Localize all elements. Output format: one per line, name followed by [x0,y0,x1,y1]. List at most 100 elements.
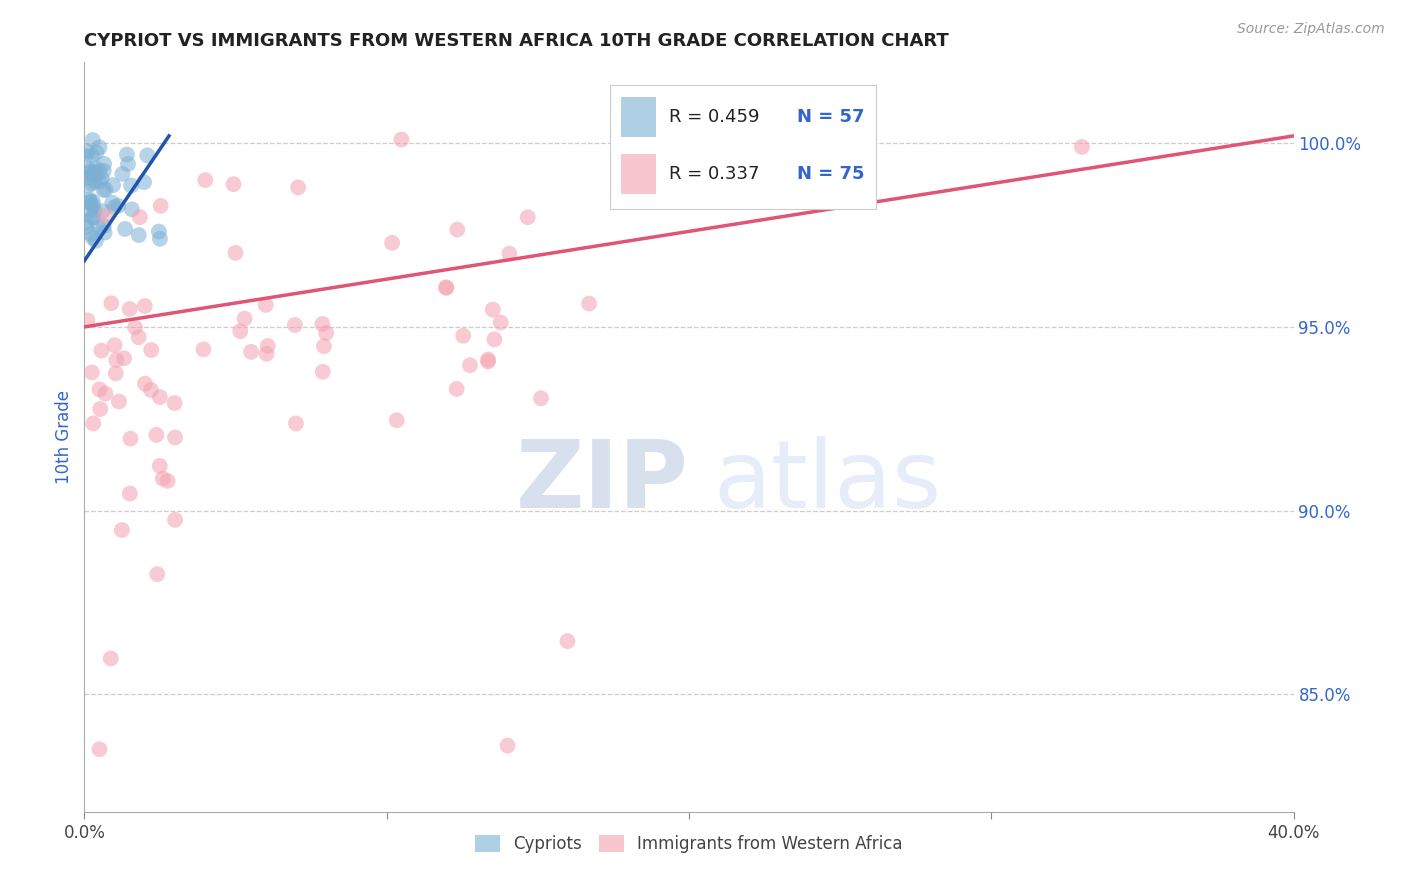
Point [93,157,115,171]
Point [104,200,127,214]
Point [254,298,277,312]
Point [121,202,143,217]
Point [75,215,97,229]
Text: atlas: atlas [713,436,942,528]
Point [1071,140,1094,154]
Point [120,432,142,446]
Point [222,177,245,191]
Text: CYPRIOT VS IMMIGRANTS FROM WESTERN AFRICA 10TH GRADE CORRELATION CHART: CYPRIOT VS IMMIGRANTS FROM WESTERN AFRIC… [84,32,949,50]
Point [84,161,107,175]
Point [83,204,105,219]
Point [82,133,104,147]
Point [100,296,122,310]
Point [104,338,127,352]
Point [315,326,337,340]
Point [381,235,404,250]
Point [90,171,112,186]
Point [451,328,474,343]
Point [287,180,309,194]
Point [89,742,111,756]
Point [83,166,105,180]
Point [83,174,105,188]
Point [132,175,155,189]
Point [75,149,97,163]
Point [163,396,186,410]
Point [82,199,104,213]
Point [498,246,520,260]
Point [149,232,172,246]
Point [193,343,215,357]
Point [80,164,103,178]
Point [496,739,519,753]
Point [79,194,101,209]
Point [194,173,217,187]
Point [128,210,150,224]
Point [82,417,104,431]
Point [229,324,252,338]
Point [458,358,481,372]
Point [80,149,103,163]
Point [530,391,553,405]
Text: Source: ZipAtlas.com: Source: ZipAtlas.com [1237,22,1385,37]
Point [578,296,600,310]
Point [311,317,333,331]
Point [152,472,174,486]
Point [77,165,100,179]
Point [145,428,167,442]
Point [79,202,101,217]
Point [79,162,101,177]
Point [79,193,101,207]
Point [100,651,122,665]
Point [128,228,150,243]
Point [82,211,104,225]
Point [118,301,141,316]
Point [134,376,156,391]
Point [105,353,128,368]
Point [84,234,107,248]
Point [93,164,115,178]
Point [156,474,179,488]
Point [82,211,104,225]
Point [139,383,162,397]
Point [557,634,579,648]
Point [93,219,115,233]
Point [80,227,103,241]
Point [389,132,412,146]
Point [76,170,98,185]
Point [94,183,117,197]
Point [149,390,172,404]
Point [446,222,468,236]
Point [446,382,468,396]
Point [111,523,134,537]
Point [118,486,141,500]
Point [82,194,104,209]
Point [115,147,138,161]
Point [94,386,117,401]
Point [82,231,104,245]
Point [79,195,101,210]
Point [75,219,97,234]
Point [149,199,172,213]
Point [312,339,335,353]
Point [89,174,111,188]
Point [80,177,103,191]
Point [89,140,111,154]
Point [165,431,187,445]
Point [148,225,170,239]
Point [101,178,124,193]
Point [104,367,127,381]
Point [312,365,335,379]
Point [84,167,107,181]
Y-axis label: 10th Grade: 10th Grade [55,390,73,484]
Point [134,299,156,313]
Point [94,209,117,223]
Point [107,199,129,213]
Point [285,417,308,431]
Point [484,332,506,346]
Point [120,178,142,193]
Point [117,157,139,171]
Point [86,145,108,160]
Point [89,402,111,417]
Point [165,513,187,527]
Point [385,413,408,427]
